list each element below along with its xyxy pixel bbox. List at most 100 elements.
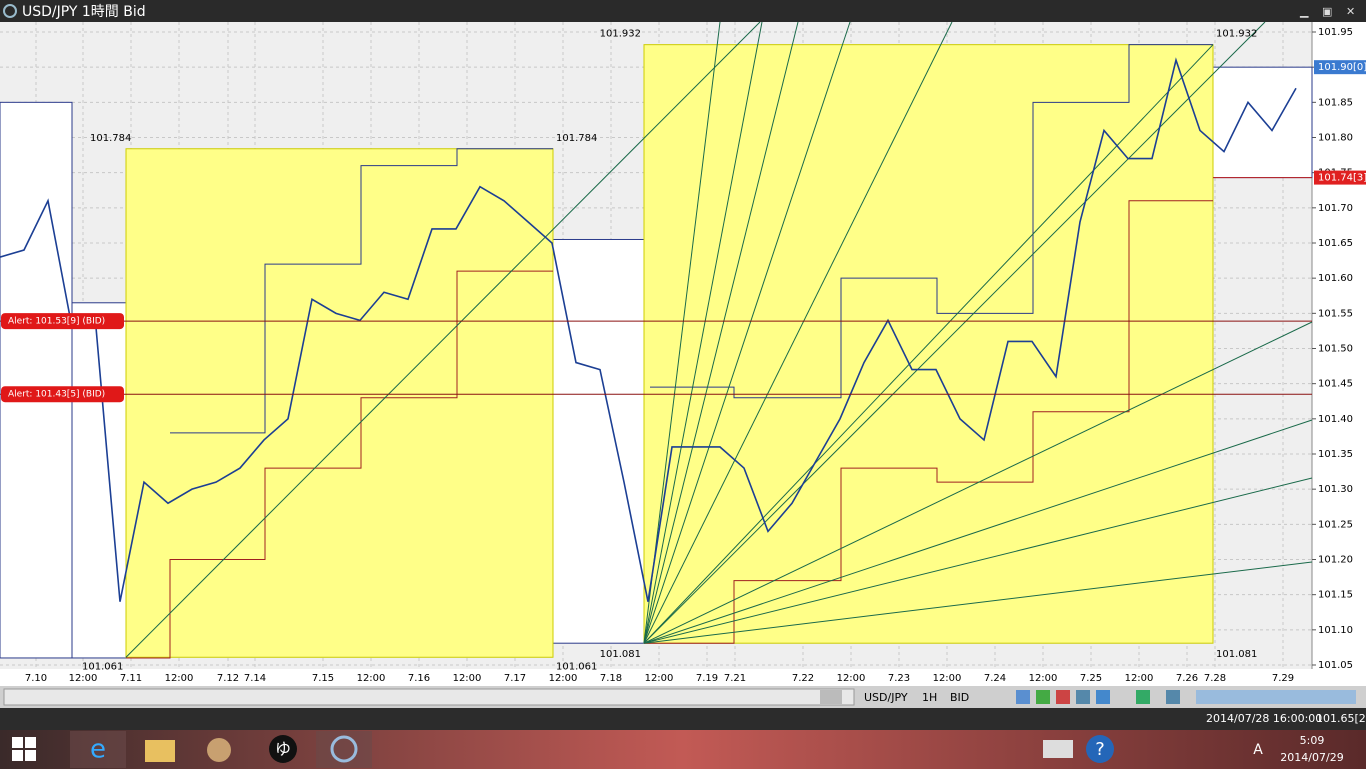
gann-fan-line <box>643 321 1313 644</box>
toolbar-icons <box>1016 690 1356 704</box>
x-tick-label: 12:00 <box>837 673 866 684</box>
x-tick-label: 12:00 <box>933 673 962 684</box>
clock: 5:09 <box>1300 734 1325 747</box>
period-select[interactable]: 1H <box>922 691 937 704</box>
x-tick-label: 7.26 <box>1176 673 1198 684</box>
status-price: 101.65[2] <box>1316 712 1366 725</box>
price-axis <box>1312 22 1366 669</box>
annotation-label: 101.784 <box>556 133 597 144</box>
plot: 101.05 101.10 101.15 101.20 101.25 101.30 101.… <box>0 21 1366 684</box>
price-tag-label: 101.74[3] <box>1318 173 1366 184</box>
price-tag <box>1314 170 1366 185</box>
level-box <box>0 101 73 659</box>
help-icon[interactable] <box>1086 735 1114 763</box>
gann-line <box>125 21 761 658</box>
close[interactable]: ✕ <box>1346 5 1355 18</box>
y-tick-label: 101.45 <box>1318 379 1353 390</box>
annotation-label: 101.932 <box>1216 29 1257 40</box>
annotation-label: 101.061 <box>82 661 123 672</box>
y-tick-label: 101.65 <box>1318 238 1353 249</box>
x-tick-label: 12:00 <box>1029 673 1058 684</box>
app-label: ゆ <box>275 740 291 759</box>
y-tick-label: 101.95 <box>1318 27 1353 38</box>
symbol-select[interactable]: USD/JPY <box>864 691 908 704</box>
gann-fan-line <box>643 21 851 644</box>
gann-fan-line <box>643 21 953 644</box>
price-tag-label: 101.90[0] <box>1318 62 1366 73</box>
app-icon <box>3 4 17 18</box>
x-tick-label: 7.15 <box>312 673 334 684</box>
y-tick-label: 101.55 <box>1318 308 1353 319</box>
x-tick-label: 7.24 <box>984 673 1006 684</box>
side-select[interactable]: BID <box>950 691 969 704</box>
gann-fan-line <box>643 419 1313 644</box>
window-title: USD/JPY 1時間 Bid <box>22 4 146 20</box>
x-tick-label: 7.11 <box>120 673 142 684</box>
level-box <box>1212 66 1313 179</box>
gann-fan-line <box>643 21 721 644</box>
x-tick-label: 12:00 <box>165 673 194 684</box>
ie-icon: e <box>90 735 106 765</box>
title-bar <box>0 0 1366 22</box>
start-button[interactable] <box>12 737 36 761</box>
annotation-label: 101.784 <box>90 133 131 144</box>
gann-fan-line <box>643 21 763 644</box>
price-line <box>0 57 1297 602</box>
x-tick-label: 12:00 <box>549 673 578 684</box>
x-tick-label: 7.21 <box>724 673 746 684</box>
y-tick-label: 101.25 <box>1318 519 1353 530</box>
step-line <box>170 148 553 434</box>
x-tick-label: 7.25 <box>1080 673 1102 684</box>
y-tick-label: 101.80 <box>1318 133 1353 144</box>
gann-line <box>643 44 1214 644</box>
y-tick-label: 101.60 <box>1318 273 1353 284</box>
annotation-label: 101.081 <box>600 649 641 660</box>
restore[interactable]: ▣ <box>1322 5 1332 18</box>
alert-badge <box>1 386 124 403</box>
x-tick-label: 7.10 <box>25 673 47 684</box>
y-tick-label: 101.35 <box>1318 449 1353 460</box>
explorer-button[interactable] <box>145 740 175 762</box>
y-tick-label: 101.15 <box>1318 590 1353 601</box>
alert-label: Alert: 101.43[5] (BID) <box>8 390 105 400</box>
gann-box <box>125 148 554 658</box>
x-tick-label: 12:00 <box>69 673 98 684</box>
annotation-label: 101.061 <box>556 661 597 672</box>
taskbar <box>0 730 1366 769</box>
y-tick-label: 101.20 <box>1318 555 1353 566</box>
status-bar <box>0 708 1366 730</box>
step-line <box>126 270 553 659</box>
y-tick-label: 101.05 <box>1318 660 1353 671</box>
gann-fan-line <box>643 21 1266 644</box>
minimize[interactable]: ▁ <box>1299 5 1309 18</box>
time-axis <box>0 669 1366 686</box>
paint-button[interactable] <box>207 738 231 762</box>
x-tick-label: 12:00 <box>1125 673 1154 684</box>
ie-button[interactable] <box>70 731 126 768</box>
level-box <box>552 238 651 644</box>
scrollbar[interactable] <box>3 688 855 706</box>
ime-indicator[interactable]: A <box>1253 742 1263 758</box>
y-tick-label: 101.40 <box>1318 414 1353 425</box>
x-tick-label: 7.16 <box>408 673 430 684</box>
x-tick-label: 7.29 <box>1272 673 1294 684</box>
y-tick-label: 101.70 <box>1318 203 1353 214</box>
scroll-thumb[interactable] <box>820 690 842 704</box>
y-tick-label: 101.85 <box>1318 97 1353 108</box>
x-tick-label: 12:00 <box>357 673 386 684</box>
keyboard-icon[interactable] <box>1043 740 1073 758</box>
x-tick-label: 7.17 <box>504 673 526 684</box>
x-tick-label: 12:00 <box>645 673 674 684</box>
x-tick-label: 7.22 <box>792 673 814 684</box>
gann-fan-line <box>643 477 1313 644</box>
x-tick-label: 7.19 <box>696 673 718 684</box>
y-tick-label: 101.50 <box>1318 344 1353 355</box>
alert-badge <box>1 313 124 330</box>
app-button[interactable] <box>269 735 297 763</box>
annotation-label: 101.081 <box>1216 649 1257 660</box>
x-tick-label: 12:00 <box>453 673 482 684</box>
status-time: 2014/07/28 16:00:00 <box>1206 712 1322 725</box>
gann-fan-line <box>643 561 1313 644</box>
x-tick-label: 7.18 <box>600 673 622 684</box>
